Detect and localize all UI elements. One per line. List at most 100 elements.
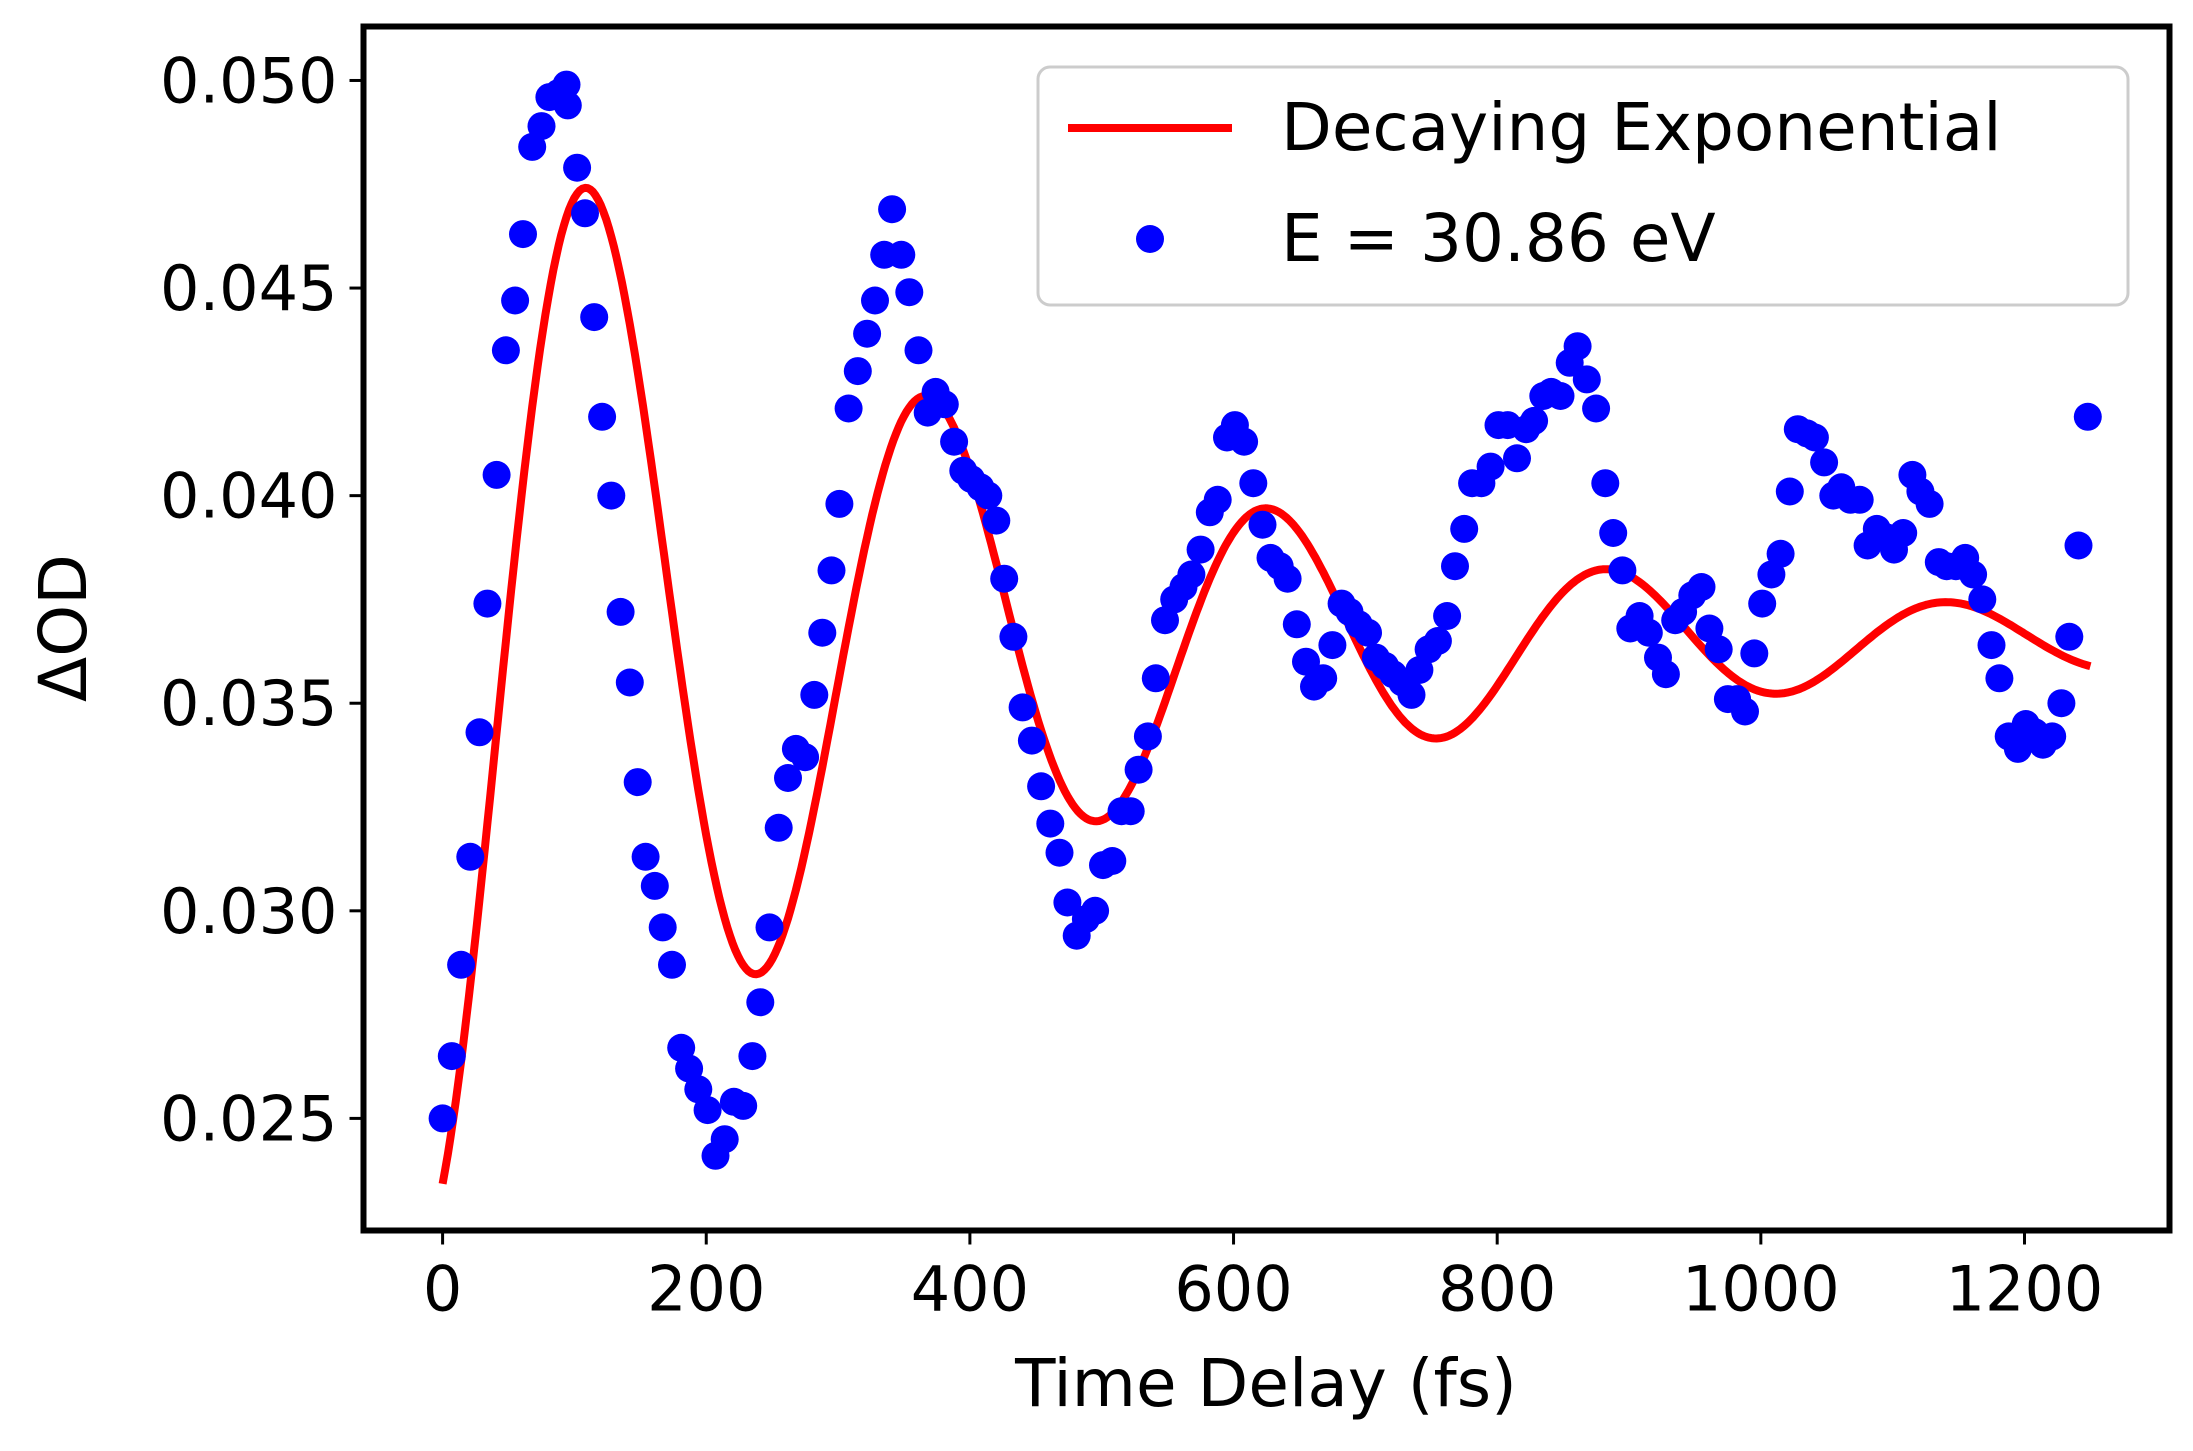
data-point (527, 112, 556, 141)
data-point (1731, 697, 1759, 726)
data-point (491, 336, 520, 365)
data-point (563, 153, 592, 182)
data-point (764, 813, 793, 842)
y-axis-label: ΔOD (25, 554, 102, 702)
legend-fit-label: Decaying Exponential (1281, 89, 2002, 166)
data-point (904, 336, 933, 365)
x-tick-label: 1000 (1682, 1253, 1840, 1326)
x-tick-label: 400 (911, 1253, 1029, 1326)
y-tick-label: 0.050 (160, 44, 338, 117)
data-point (774, 764, 802, 792)
data-point (1748, 589, 1777, 618)
data-point (1036, 809, 1065, 838)
data-point (1810, 448, 1839, 477)
data-point (2055, 622, 2084, 651)
data-point (729, 1091, 758, 1120)
data-point (1318, 631, 1347, 660)
data-point (437, 1042, 466, 1071)
data-point (1248, 510, 1277, 539)
x-tick-label: 600 (1174, 1253, 1292, 1326)
data-point (1053, 888, 1082, 917)
data-point (1985, 664, 2014, 693)
data-point (843, 357, 872, 386)
data-point (1441, 552, 1469, 581)
data-point (940, 427, 969, 456)
legend-data-swatch (1136, 225, 1164, 253)
x-tick-label: 200 (647, 1253, 765, 1326)
data-point (710, 1125, 739, 1154)
data-point (1081, 896, 1110, 925)
data-point (553, 91, 582, 120)
data-point (597, 481, 626, 510)
x-axis: 0 200 400 600 800 1000 1200 (423, 1230, 2103, 1326)
data-point (1889, 519, 1918, 547)
data-point (1740, 639, 1769, 668)
data-point (1008, 693, 1037, 722)
data-point (1959, 560, 1988, 589)
y-tick-label: 0.035 (160, 667, 338, 740)
data-point (817, 556, 846, 585)
data-point (1124, 755, 1153, 784)
x-axis-label: Time Delay (fs) (1014, 1345, 1517, 1422)
data-point (615, 668, 644, 697)
data-point (501, 286, 530, 315)
data-point (1582, 394, 1611, 423)
data-point (861, 286, 889, 315)
fit-line (438, 183, 2092, 1185)
x-tick-label: 0 (423, 1253, 462, 1326)
data-point (693, 1096, 722, 1125)
data-point (1651, 660, 1680, 689)
data-point (509, 220, 537, 249)
data-point (1775, 477, 1804, 506)
data-point (887, 240, 916, 269)
data-point (1450, 514, 1479, 543)
data-point (1309, 664, 1338, 693)
data-point (834, 394, 863, 423)
data-point (1563, 332, 1592, 361)
data-point (1239, 469, 1268, 498)
data-point (1591, 469, 1620, 498)
data-point (1704, 635, 1733, 664)
data-point (1027, 772, 1056, 801)
y-tick-label: 0.030 (160, 875, 338, 948)
data-point (800, 680, 829, 709)
data-point (738, 1042, 767, 1071)
legend-box (1036, 65, 2130, 307)
data-point (2064, 531, 2093, 560)
data-point (456, 842, 485, 871)
data-point (640, 871, 669, 900)
data-point (1520, 406, 1549, 435)
data-point (1098, 847, 1127, 875)
data-point (1572, 365, 1601, 394)
data-point (1800, 423, 1829, 452)
data-point (1687, 573, 1716, 601)
data-point (982, 506, 1011, 535)
plot-area (428, 70, 2102, 1185)
data-point (465, 718, 494, 747)
data-point (1017, 726, 1046, 755)
data-point (1116, 797, 1145, 826)
y-tick-label: 0.040 (160, 460, 338, 533)
data-point (623, 768, 652, 797)
data-point (808, 618, 837, 647)
data-point (1045, 838, 1074, 867)
legend: Decaying Exponential E = 30.86 eV (1036, 65, 2130, 307)
data-point (1354, 618, 1382, 647)
y-axis: 0.025 0.030 0.035 0.040 0.045 0.050 (160, 44, 364, 1155)
data-point (1476, 452, 1505, 481)
data-point (853, 319, 882, 348)
data-point (1292, 647, 1320, 676)
data-point (1634, 618, 1663, 647)
data-point (428, 1104, 457, 1133)
data-point (580, 303, 609, 332)
data-point (1977, 631, 2006, 660)
data-point (482, 460, 511, 489)
data-point (895, 278, 924, 307)
data-point (1273, 564, 1302, 593)
data-point (658, 950, 686, 979)
data-point (1546, 382, 1575, 410)
data-point (974, 481, 1003, 510)
y-tick-label: 0.045 (160, 252, 338, 325)
data-point (631, 842, 660, 871)
